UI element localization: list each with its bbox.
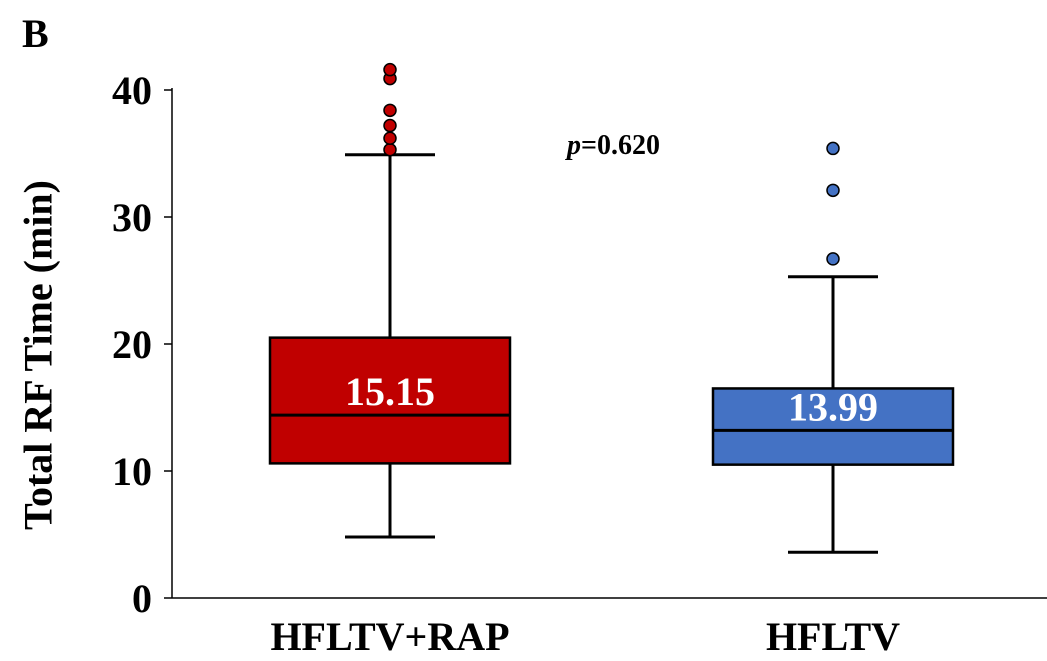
outlier-point bbox=[826, 252, 840, 266]
box bbox=[268, 336, 512, 465]
panel-label: B bbox=[22, 11, 49, 56]
outlier-point bbox=[826, 183, 840, 198]
box-value-label: 15.15 bbox=[345, 369, 435, 414]
y-tick-label: 10 bbox=[112, 449, 152, 494]
x-category-label: HFLTV+RAP bbox=[270, 614, 509, 659]
p-value-text: =0.620 bbox=[581, 130, 660, 161]
y-tick-label: 30 bbox=[112, 195, 152, 240]
outlier-point bbox=[826, 141, 840, 156]
y-tick-label: 20 bbox=[112, 322, 152, 367]
outlier-point bbox=[383, 118, 397, 133]
p-value-annotation: p=0.620 bbox=[565, 130, 660, 161]
outlier-point bbox=[383, 131, 397, 146]
y-tick-label: 0 bbox=[132, 576, 152, 621]
p-value-symbol: p bbox=[565, 130, 581, 161]
outlier-point bbox=[383, 103, 397, 118]
outlier-point bbox=[383, 62, 397, 77]
x-category-label: HFLTV bbox=[766, 614, 900, 659]
y-tick-label: 40 bbox=[112, 68, 152, 113]
box-value-label: 13.99 bbox=[788, 384, 878, 429]
outlier-point bbox=[383, 142, 397, 157]
box bbox=[711, 387, 955, 466]
